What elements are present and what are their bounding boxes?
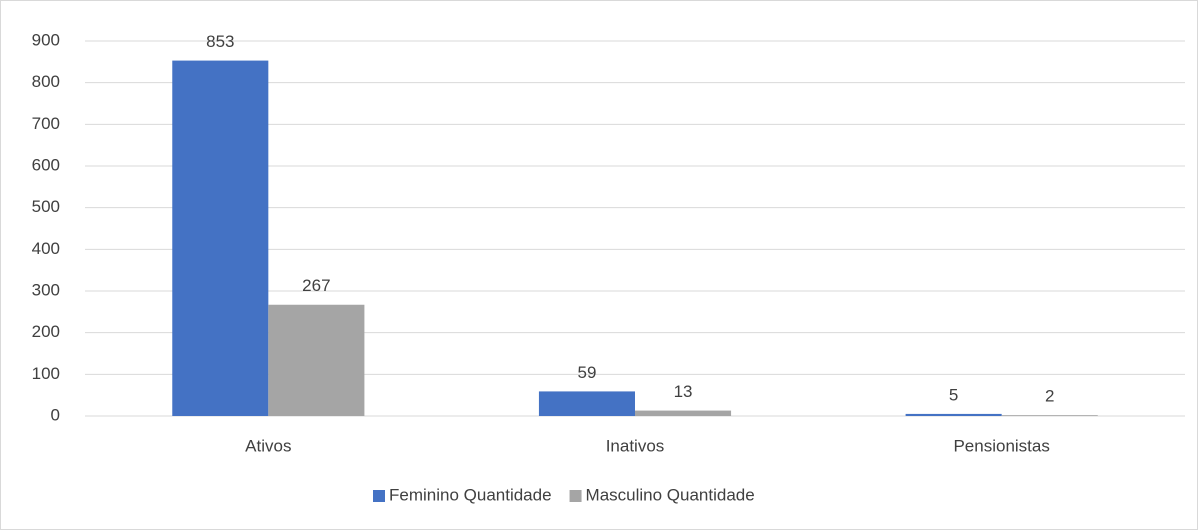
y-tick-label: 500 (32, 197, 60, 216)
data-label: 853 (206, 32, 234, 51)
legend-swatch (373, 490, 385, 502)
y-tick-label: 900 (32, 30, 60, 49)
y-tick-label: 700 (32, 114, 60, 133)
data-label: 2 (1045, 387, 1054, 406)
y-tick-label: 100 (32, 364, 60, 383)
legend-label: Masculino Quantidade (586, 485, 755, 504)
bar (1001, 415, 1098, 416)
x-tick-label: Pensionistas (953, 436, 1049, 455)
bar (172, 60, 269, 416)
data-label: 13 (674, 382, 693, 401)
data-label: 267 (302, 276, 330, 295)
y-tick-label: 600 (32, 155, 60, 174)
legend-swatch (569, 490, 582, 502)
y-tick-label: 800 (32, 72, 60, 91)
data-label: 59 (578, 363, 597, 382)
y-tick-label: 300 (32, 280, 60, 299)
y-tick-label: 400 (32, 239, 60, 258)
bar (905, 413, 1002, 416)
x-tick-label: Inativos (606, 436, 665, 455)
bar (538, 391, 635, 416)
legend-label: Feminino Quantidade (389, 485, 552, 504)
bar (268, 304, 365, 416)
bar (635, 410, 732, 416)
y-tick-label: 0 (51, 405, 60, 424)
x-tick-label: Ativos (245, 436, 291, 455)
data-label: 5 (949, 385, 958, 404)
y-tick-label: 200 (32, 322, 60, 341)
